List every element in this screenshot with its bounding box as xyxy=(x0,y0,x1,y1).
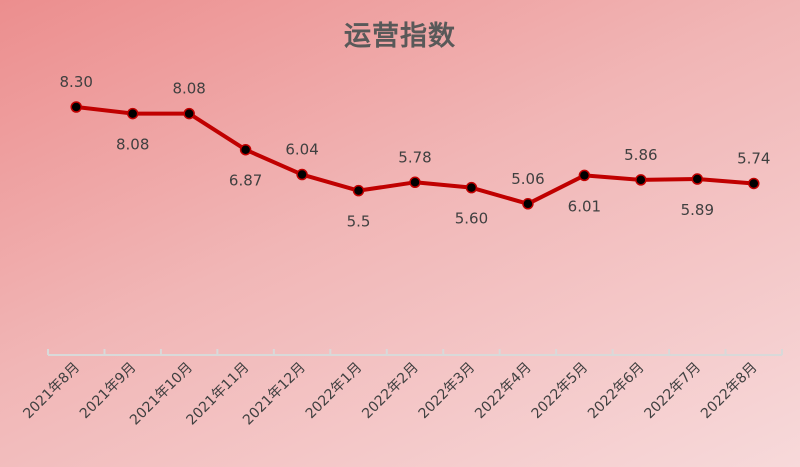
data-label: 8.08 xyxy=(172,80,205,98)
data-point xyxy=(126,107,139,120)
data-label: 5.86 xyxy=(624,146,657,164)
data-label: 8.30 xyxy=(60,73,93,91)
data-point xyxy=(691,173,704,185)
x-tick-label: 2022年3月 xyxy=(416,360,479,423)
data-point xyxy=(183,107,195,120)
data-label: 6.04 xyxy=(285,141,318,159)
data-point xyxy=(748,177,760,190)
data-label: 5.78 xyxy=(398,148,431,166)
x-tick-label: 2022年5月 xyxy=(529,360,592,423)
data-point xyxy=(635,174,647,186)
data-point xyxy=(296,168,308,181)
x-tick-label: 2022年1月 xyxy=(303,360,366,423)
data-point xyxy=(409,176,421,189)
data-point xyxy=(522,198,534,210)
data-point xyxy=(578,169,591,182)
x-tick-label: 2021年8月 xyxy=(20,360,83,423)
data-label: 8.08 xyxy=(116,136,149,154)
x-tick-label: 2022年4月 xyxy=(472,360,535,423)
data-point xyxy=(352,184,365,197)
data-label: 6.01 xyxy=(568,197,601,215)
chart-title: 运营指数 xyxy=(344,21,456,52)
data-label: 5.06 xyxy=(511,170,544,188)
data-label: 5.89 xyxy=(681,201,714,219)
data-point xyxy=(239,143,252,156)
data-label: 5.5 xyxy=(347,213,371,231)
x-tick-label: 2022年2月 xyxy=(359,360,422,423)
data-label: 5.74 xyxy=(737,149,770,167)
data-point xyxy=(70,101,82,113)
data-label: 6.87 xyxy=(229,172,262,190)
x-tick-label: 2022年8月 xyxy=(698,360,761,423)
data-label: 5.60 xyxy=(455,210,488,228)
x-tick-label: 2022年6月 xyxy=(585,360,648,423)
data-point xyxy=(465,181,478,194)
x-tick-label: 2022年7月 xyxy=(642,360,705,423)
